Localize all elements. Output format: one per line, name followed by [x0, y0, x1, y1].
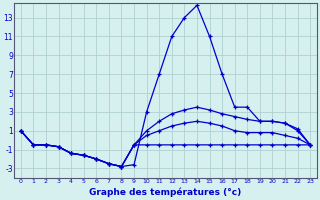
- X-axis label: Graphe des températures (°c): Graphe des températures (°c): [89, 187, 242, 197]
